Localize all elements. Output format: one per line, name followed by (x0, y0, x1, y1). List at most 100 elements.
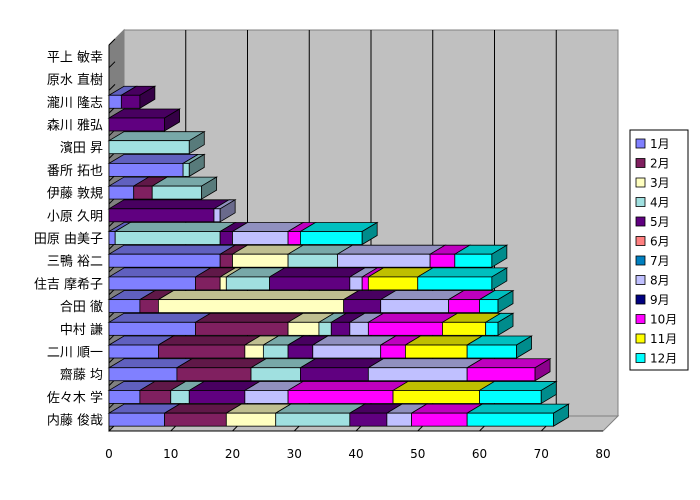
legend-item: 12月 (635, 352, 677, 366)
category-label: 小原 久明 (47, 209, 103, 224)
legend-label: 10月 (650, 313, 677, 327)
category-label: 二川 順一 (47, 346, 103, 361)
legend-item: 1月 (635, 137, 670, 151)
legend-swatch (635, 197, 646, 207)
value-axis-labels: 0 10 20 30 40 50 60 70 80 (105, 447, 610, 461)
bar-segment (465, 335, 533, 359)
category-label: 伊藤 敦規 (47, 186, 103, 202)
bar-segment (107, 312, 212, 336)
legend-label: 7月 (650, 254, 670, 268)
bar-segment (107, 108, 182, 132)
bar-segment (366, 358, 484, 382)
bar-segment (119, 85, 157, 109)
category-label: 中村 謙 (60, 323, 103, 338)
legend-swatch (635, 294, 646, 305)
legend-label: 8月 (650, 274, 670, 288)
legend-swatch (635, 216, 646, 227)
bar-segment (212, 199, 237, 223)
bar-segment (150, 176, 219, 200)
bar-segment (453, 244, 509, 268)
bar-segment (478, 380, 558, 405)
x-tick-label: 80 (595, 447, 610, 461)
legend-label: 1月 (650, 137, 670, 151)
bar-segment (243, 381, 305, 404)
category-label: 原水 直樹 (47, 73, 103, 88)
bar-segment (218, 244, 249, 268)
bar-segment (478, 289, 515, 314)
bar-segment (465, 403, 571, 427)
category-axis-labels: 内藤 俊哉 佐々木 学 齋藤 均 二川 順一 中村 謙 合田 徹 住吉 摩希子 三鴨 裕二 田原… (34, 50, 103, 428)
legend-item: 10月 (635, 313, 677, 327)
legend: 1月 2月 3月 4月 5月 6月 7月 8月 9月 10月 11月 12月 (629, 129, 689, 371)
legend-swatch (635, 158, 646, 168)
category-label: 住吉 摩希子 (34, 276, 103, 292)
category-label: 内藤 俊哉 (47, 413, 103, 429)
legend-item: 6月 (635, 235, 670, 249)
bar-segment (484, 312, 515, 337)
x-tick-label: 10 (163, 447, 178, 461)
bar-segment (107, 130, 206, 155)
legend-swatch (635, 275, 646, 285)
category-label: 番所 拓也 (47, 164, 103, 179)
x-tick-label: 40 (348, 447, 363, 461)
bar-segment (187, 381, 262, 404)
bar-segment (366, 267, 435, 291)
legend-label: 5月 (650, 215, 670, 229)
bar-segment (107, 199, 231, 223)
x-tick-label: 20 (225, 447, 240, 461)
category-label: 森川 雅弘 (47, 118, 103, 133)
bar-segment (194, 312, 305, 336)
bar-segment (348, 312, 385, 336)
bar-segment (416, 267, 509, 291)
bar-segment (231, 222, 305, 245)
x-tick-label: 30 (287, 447, 302, 461)
bar-segment (231, 244, 305, 268)
bar-segment (268, 267, 367, 291)
bar-segment (286, 335, 330, 359)
bar-segment (348, 403, 404, 427)
category-label: 三鴨 裕二 (47, 255, 103, 270)
bar-segment (317, 312, 348, 336)
legend-swatch (635, 353, 646, 363)
legend-swatch (635, 138, 646, 149)
legend-swatch (635, 255, 646, 266)
bar-segment (286, 381, 410, 404)
bar-segment (107, 335, 175, 359)
legend-item: 5月 (635, 215, 670, 229)
bar-segment (298, 358, 385, 382)
legend-label: 6月 (650, 235, 670, 249)
x-tick-label: 0 (105, 447, 113, 461)
legend-swatch (635, 333, 646, 344)
legend-item: 7月 (635, 254, 670, 268)
legend-swatch (635, 314, 646, 324)
bar-segment (391, 381, 496, 404)
bar-segment (113, 222, 237, 245)
category-label: 平上 敏幸 (47, 50, 103, 65)
legend-label: 9月 (650, 293, 670, 307)
legend-item: 3月 (635, 176, 670, 190)
category-label: 田原 由美子 (34, 232, 103, 247)
legend-swatch (635, 236, 646, 246)
category-label: 合田 徹 (60, 300, 103, 315)
bar-segment (218, 222, 249, 245)
legend-item: 2月 (635, 157, 670, 171)
category-label: 濱田 昇 (60, 141, 103, 156)
bar-segment (298, 221, 379, 246)
legend-item: 8月 (635, 274, 670, 288)
legend-swatch (635, 177, 646, 188)
legend-label: 4月 (650, 196, 670, 210)
bar-series (107, 85, 571, 427)
bar-segment (181, 153, 206, 178)
bar-segment (329, 312, 367, 336)
bar-segment (465, 358, 552, 382)
legend-item: 11月 (635, 332, 677, 346)
bar-segment (107, 153, 200, 177)
legend-item: 4月 (635, 196, 670, 210)
bar-segment (366, 312, 459, 336)
bar-segment (107, 244, 237, 268)
category-label: 齋藤 均 (60, 367, 103, 383)
x-tick-label: 60 (472, 447, 487, 461)
legend-item: 9月 (635, 293, 670, 307)
bar-segment (156, 290, 361, 314)
legend-label: 12月 (650, 352, 677, 366)
